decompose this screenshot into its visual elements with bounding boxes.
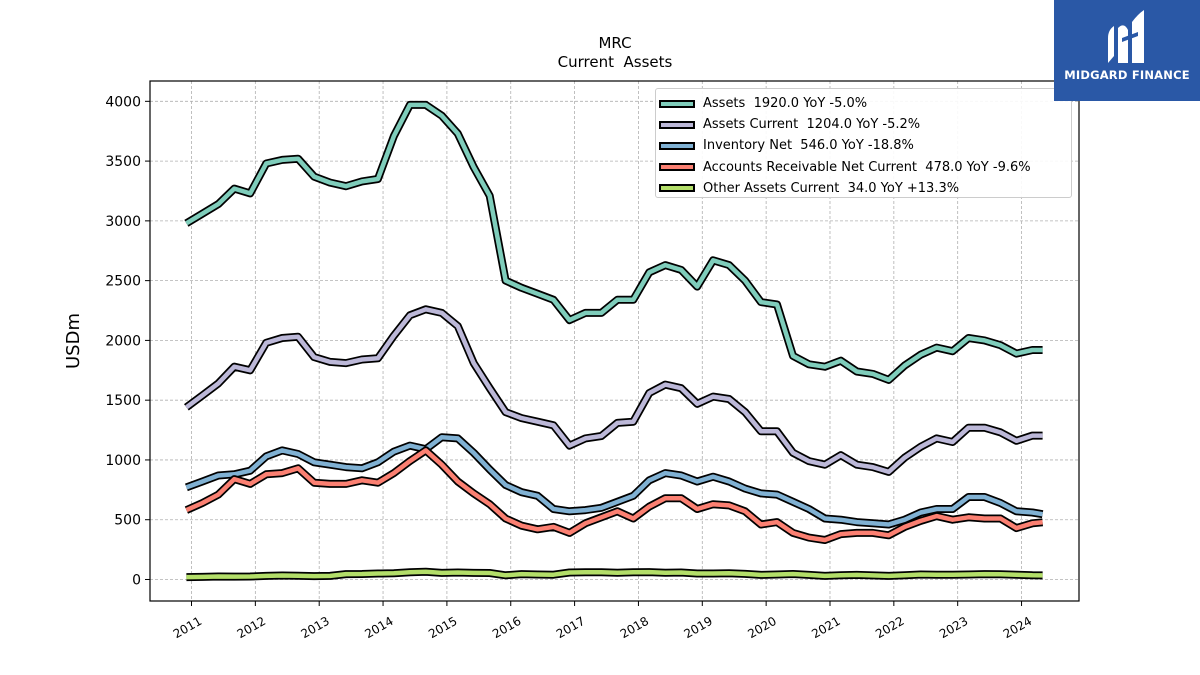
y-tick-label: 1000	[105, 453, 141, 469]
series-line-other-assets-current	[186, 569, 1043, 580]
legend-swatch-assets	[659, 99, 695, 108]
y-tick-label: 4000	[105, 94, 141, 110]
y-tick-label: 2500	[105, 274, 141, 290]
legend-item-inventory-net: Inventory Net 546.0 YoY -18.8%	[656, 135, 1071, 156]
legend-label: Accounts Receivable Net Current 478.0 Yo…	[703, 159, 1031, 175]
midgard-logo-icon	[1108, 10, 1144, 63]
legend-swatch-inventory-net	[659, 141, 695, 150]
legend-label: Other Assets Current 34.0 YoY +13.3%	[703, 180, 960, 196]
x-tick-label: 2019	[682, 614, 715, 641]
legend-label: Assets Current 1204.0 YoY -5.2%	[703, 117, 921, 133]
x-tick-label: 2023	[937, 614, 970, 641]
chart-subtitle: Current Assets	[558, 53, 673, 71]
y-tick-label: 2000	[105, 333, 141, 349]
y-tick-label: 0	[132, 572, 141, 588]
y-axis-label: USDm	[63, 313, 84, 369]
series-line-accounts-receivable-net-current	[185, 448, 1043, 543]
legend-swatch-accounts-receivable	[659, 163, 695, 172]
x-tick-label: 2011	[171, 614, 204, 641]
x-tick-label: 2022	[873, 614, 906, 641]
x-tick-label: 2017	[554, 614, 587, 641]
x-tick-label: 2014	[362, 614, 395, 641]
x-tick-label: 2016	[490, 614, 523, 641]
x-tick-label: 2024	[1001, 614, 1034, 641]
brand-name: MIDGARD FINANCE	[1064, 68, 1190, 82]
legend-item-assets: Assets 1920.0 YoY -5.0%	[656, 93, 1071, 114]
chart-legend: Assets 1920.0 YoY -5.0% Assets Current 1…	[655, 88, 1072, 198]
legend-item-accounts-receivable: Accounts Receivable Net Current 478.0 Yo…	[656, 157, 1071, 178]
legend-item-assets-current: Assets Current 1204.0 YoY -5.2%	[656, 114, 1071, 135]
y-axis-ticks: 0 500 1000 1500 2000 2500 3000 3500 4000	[105, 94, 150, 588]
x-tick-label: 2020	[745, 614, 778, 641]
series-layer	[184, 100, 1044, 582]
series-line-assets	[185, 102, 1043, 383]
plot-frame	[149, 80, 1080, 602]
y-tick-label: 1500	[105, 393, 141, 409]
x-tick-label: 2021	[809, 614, 842, 641]
x-tick-label: 2013	[298, 614, 331, 641]
brand-logo: MIDGARD FINANCE	[1054, 0, 1200, 101]
legend-swatch-assets-current	[659, 120, 695, 129]
series-line-inventory-net	[185, 434, 1043, 527]
x-tick-label: 2018	[618, 614, 651, 641]
legend-item-other-assets-current: Other Assets Current 34.0 YoY +13.3%	[656, 178, 1071, 199]
legend-label: Inventory Net 546.0 YoY -18.8%	[703, 138, 914, 154]
y-tick-label: 3000	[105, 214, 141, 230]
series-line-assets-current	[185, 307, 1043, 475]
legend-swatch-other-assets-current	[659, 184, 695, 193]
y-tick-label: 500	[114, 513, 141, 529]
x-axis-ticks: 2011 2012 2013 2014 2015 2016 2017 2018 2019 2020…	[171, 601, 1034, 641]
legend-label: Assets 1920.0 YoY -5.0%	[703, 96, 868, 112]
x-tick-label: 2012	[235, 614, 268, 641]
x-tick-label: 2015	[426, 614, 459, 641]
chart-title: MRC	[598, 34, 631, 52]
series-outline-assets-current	[184, 305, 1043, 476]
y-tick-label: 3500	[105, 154, 141, 170]
